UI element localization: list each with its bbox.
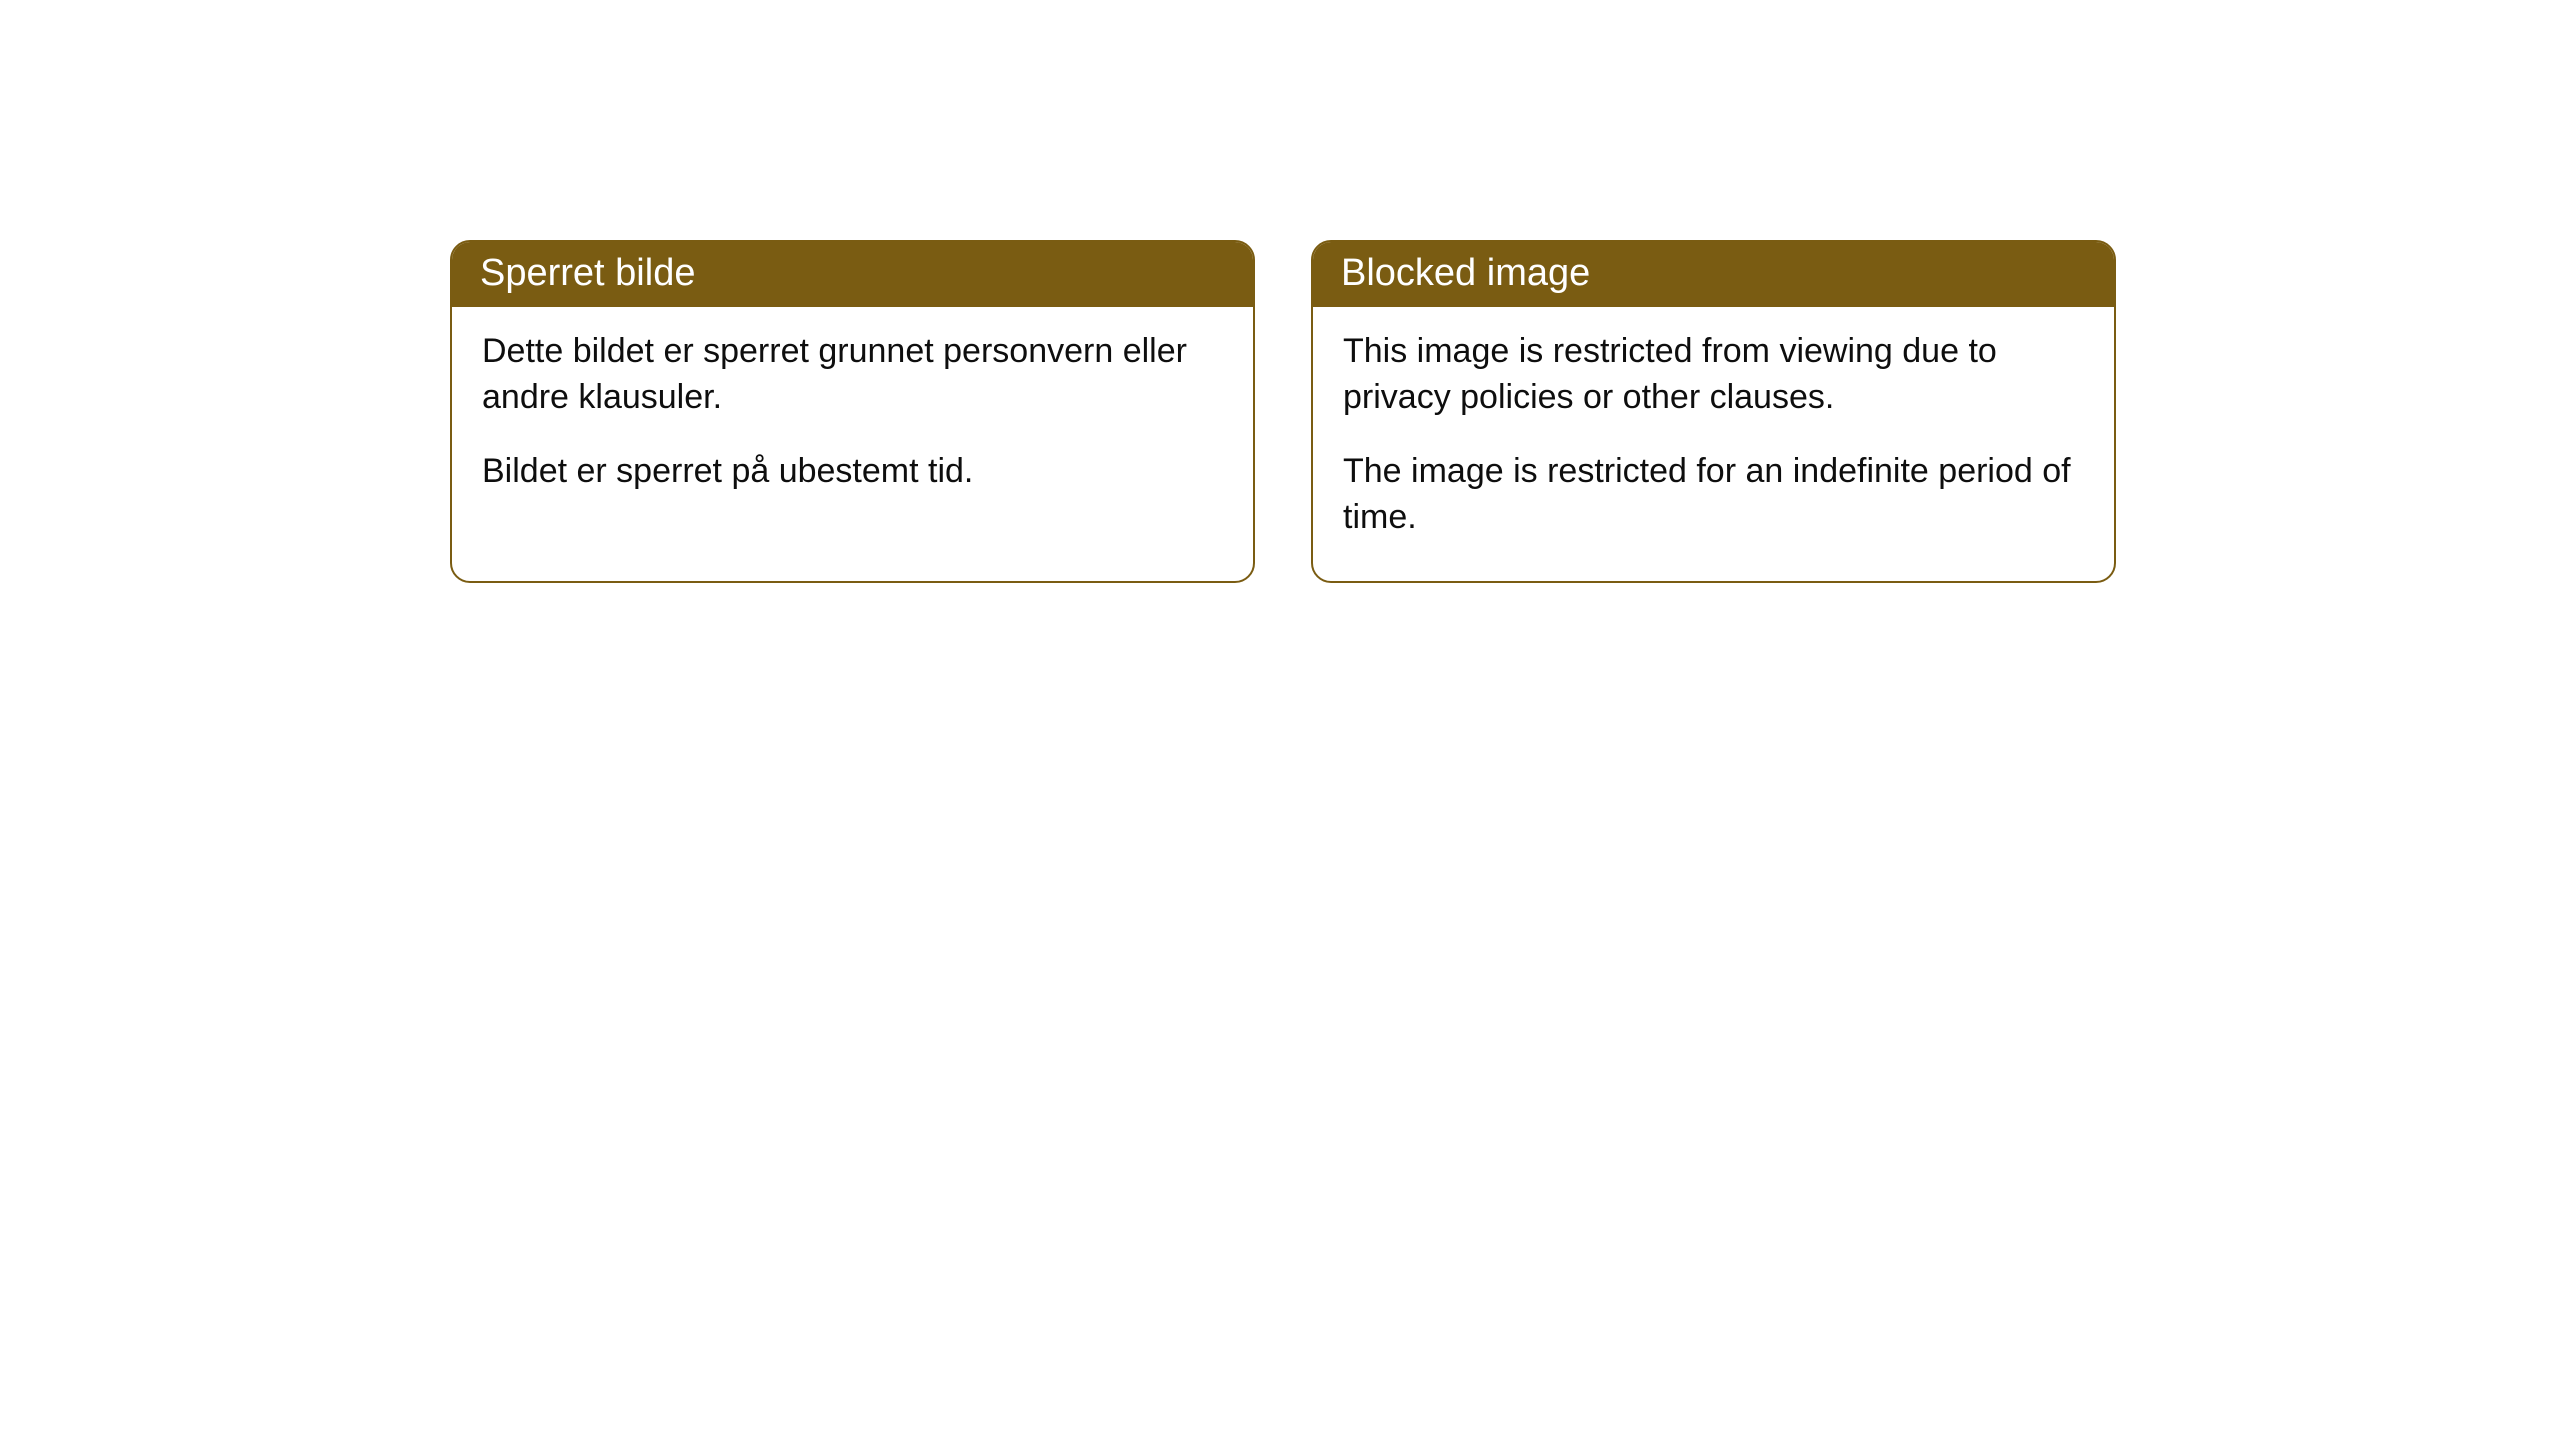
card-header: Sperret bilde xyxy=(452,242,1253,307)
blocked-image-card-en: Blocked image This image is restricted f… xyxy=(1311,240,2116,583)
card-paragraph: The image is restricted for an indefinit… xyxy=(1343,449,2084,541)
card-paragraph: Bildet er sperret på ubestemt tid. xyxy=(482,449,1223,495)
card-header: Blocked image xyxy=(1313,242,2114,307)
card-paragraph: This image is restricted from viewing du… xyxy=(1343,329,2084,421)
card-body: This image is restricted from viewing du… xyxy=(1313,307,2114,581)
blocked-image-card-no: Sperret bilde Dette bildet er sperret gr… xyxy=(450,240,1255,583)
card-paragraph: Dette bildet er sperret grunnet personve… xyxy=(482,329,1223,421)
card-body: Dette bildet er sperret grunnet personve… xyxy=(452,307,1253,535)
cards-container: Sperret bilde Dette bildet er sperret gr… xyxy=(0,0,2560,583)
